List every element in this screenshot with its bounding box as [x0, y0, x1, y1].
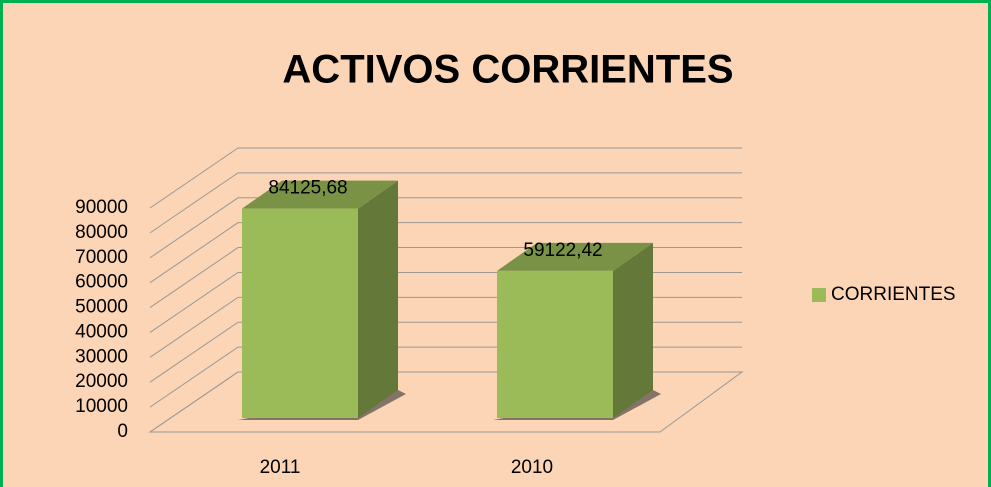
y-tick-label: 30000: [75, 346, 128, 367]
x-tick-label: 2011: [260, 457, 301, 478]
y-tick-label: 10000: [75, 396, 128, 417]
bar: [497, 270, 613, 418]
chart-title: ACTIVOS CORRIENTES: [282, 48, 733, 92]
y-tick-label: 80000: [75, 222, 128, 243]
y-tick-label: 40000: [75, 321, 128, 342]
y-tick-label: 90000: [75, 197, 128, 218]
y-tick-label: 70000: [75, 247, 128, 268]
legend-swatch: [812, 288, 826, 302]
bar: [242, 208, 358, 418]
grid-line: [149, 222, 742, 284]
grid-line: [149, 172, 742, 234]
y-tick-label: 0: [117, 421, 128, 442]
data-label: 84125,68: [268, 178, 347, 199]
y-tick-label: 50000: [75, 297, 128, 318]
legend-label: CORRIENTES: [831, 284, 956, 305]
bar-top: [497, 242, 653, 271]
data-label: 59122,42: [523, 240, 602, 261]
bar-side: [613, 242, 653, 418]
bar-top: [242, 180, 398, 209]
y-tick-label: 20000: [75, 371, 128, 392]
x-tick-label: 2010: [511, 457, 553, 478]
grid-line: [149, 197, 742, 259]
bar-side: [358, 180, 398, 418]
y-tick-label: 60000: [75, 272, 128, 293]
grid-line: [149, 147, 742, 209]
